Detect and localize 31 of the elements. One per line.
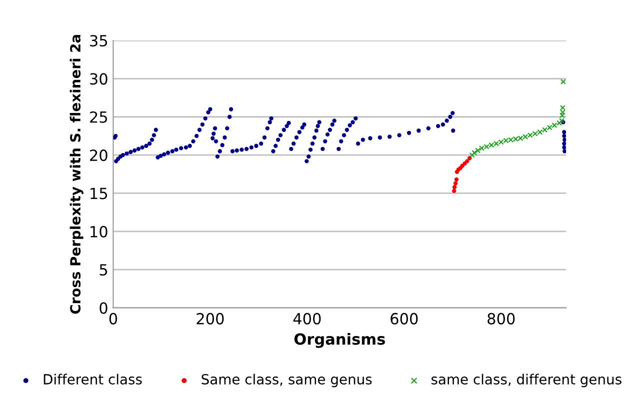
point — [560, 78, 566, 84]
legend-label: Same class, same genus — [202, 374, 372, 388]
y-tick-label: 5 — [100, 264, 108, 276]
point — [475, 148, 481, 154]
y-tick-label: 20 — [90, 150, 108, 162]
legend-label: same class, different genus — [431, 374, 622, 388]
x-tick-label: 600 — [390, 312, 418, 324]
legend-label: Different class — [44, 374, 142, 385]
point — [560, 104, 566, 110]
x-tick-label: 400 — [293, 312, 321, 324]
point — [452, 185, 457, 190]
y-tick-label: 25 — [90, 111, 108, 123]
point — [452, 188, 456, 194]
point — [558, 118, 564, 124]
y-axis-title: Cross Perplexity with S. flexineri 2a — [70, 34, 84, 314]
point — [559, 112, 565, 118]
y-tick-label: 30 — [90, 73, 108, 85]
point — [454, 177, 459, 182]
point — [472, 150, 478, 156]
point — [465, 159, 470, 164]
y-tick-label: 0 — [100, 302, 108, 314]
y-tick-label: 10 — [90, 226, 108, 238]
x-tick-label: 0 — [109, 312, 118, 324]
point — [560, 110, 566, 116]
x-tick-label: 800 — [488, 312, 515, 324]
y-tick-label: 15 — [90, 188, 108, 200]
x-axis-title: Organisms — [294, 333, 385, 348]
point — [453, 181, 458, 186]
y-tick-label: 35 — [90, 34, 108, 47]
point — [469, 152, 475, 158]
x-tick-label: 200 — [196, 312, 224, 324]
